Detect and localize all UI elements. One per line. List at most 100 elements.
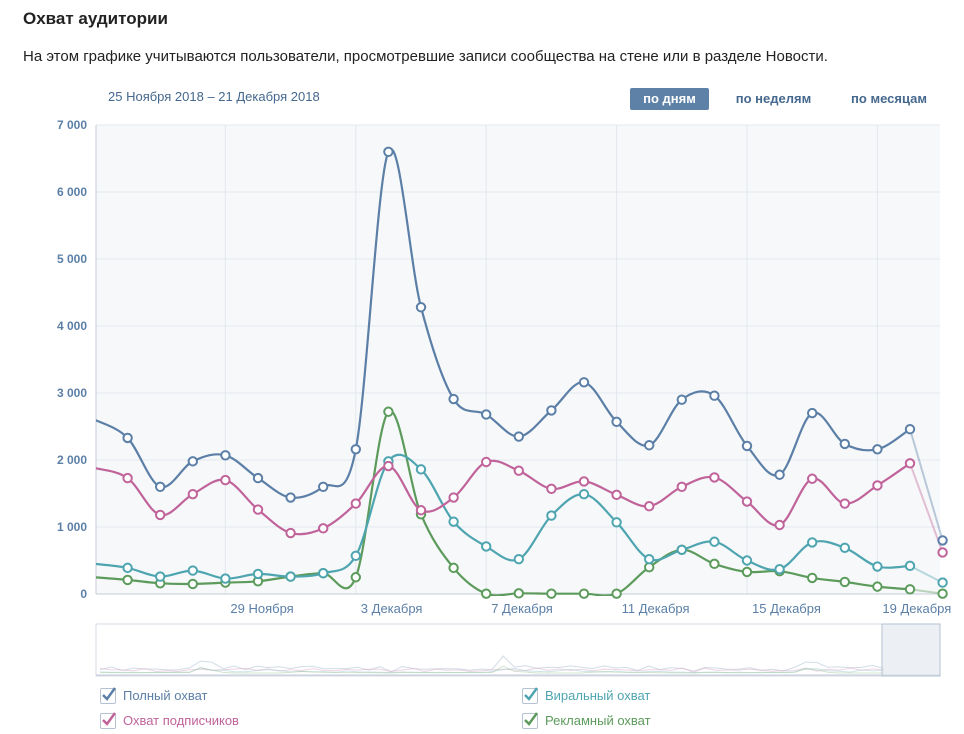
navigator [95,623,941,677]
data-point [611,588,622,599]
data-point [904,560,916,572]
data-point [839,542,850,553]
y-tick-label: 7 000 [57,118,87,132]
data-point [611,489,622,501]
y-tick-label: 1 000 [57,520,87,534]
data-point [546,588,557,599]
data-point [709,390,720,401]
data-point [448,562,459,574]
data-point [774,469,785,480]
data-point [676,544,687,555]
checkbox-subscribers[interactable] [100,712,117,729]
data-point [122,574,133,586]
data-point [839,438,850,450]
data-point [546,483,557,495]
chart-description: На этом графике учитываются пользователи… [23,48,828,65]
series-line [96,148,911,499]
data-point [448,516,459,527]
series-line-projection [909,463,944,553]
data-point [122,472,133,484]
data-point [741,566,753,578]
data-point [513,465,524,476]
data-point [481,456,492,468]
y-tick-label: 2 000 [57,453,87,467]
data-point [872,444,883,455]
data-point [415,505,427,516]
data-point [839,576,850,588]
x-tick-label: 3 Декабря [361,601,423,616]
data-point [513,588,524,599]
data-point [252,568,264,580]
data-point [937,547,948,558]
data-point [155,509,166,521]
plot-area [96,125,940,594]
data-point [318,523,329,534]
data-point [415,464,427,475]
data-point [155,571,166,582]
data-point [481,588,492,599]
data-point [839,498,850,509]
checkbox-viral[interactable] [522,687,539,704]
series-0 [96,148,944,541]
data-point [187,578,199,590]
data-point [807,537,818,548]
data-point [578,588,590,599]
data-point [774,519,785,531]
data-point [448,393,459,405]
data-point [285,527,296,539]
data-point [383,146,394,157]
data-point [220,450,231,461]
data-point [155,481,166,492]
data-point [546,510,557,521]
data-point [676,394,687,405]
data-point [448,492,459,503]
data-point [350,444,361,455]
data-point [383,460,394,472]
data-point [578,476,590,487]
data-point [578,488,590,500]
data-point [644,501,655,512]
navigator-line [99,665,884,674]
y-tick-label: 6 000 [57,185,87,199]
tab-by-weeks[interactable]: по неделям [735,91,812,106]
y-tick-label: 0 [80,587,87,601]
data-point [350,498,361,509]
data-point [415,302,427,313]
data-point [676,481,687,492]
data-point [252,504,264,515]
data-point [578,377,590,388]
data-point [611,416,622,428]
data-point [220,573,231,584]
data-point [318,568,329,579]
data-point [709,472,720,483]
x-tick-label: 19 Декабря [882,601,951,616]
data-point [644,440,655,451]
legend-label-subscribers: Охват подписчиков [123,713,239,728]
data-point [937,577,948,588]
data-point [872,480,883,491]
data-point [644,553,655,565]
data-point [904,458,916,469]
navigator-line [99,667,885,673]
checkbox-ads[interactable] [522,712,539,729]
x-tick-label: 15 Декабря [752,601,821,616]
x-tick-label: 11 Декабря [622,601,690,616]
checkbox-total[interactable] [100,687,117,704]
tab-by-days[interactable]: по дням [630,88,709,110]
series-line-projection [909,428,944,541]
data-point [741,440,753,452]
data-point [350,572,361,583]
data-point [187,456,199,467]
data-point [220,474,231,486]
data-point [318,481,329,492]
data-point [285,492,296,503]
data-point [872,581,883,592]
data-point [741,496,753,507]
data-point [807,572,818,584]
data-point [481,541,492,552]
tab-by-months[interactable]: по месяцам [851,91,927,106]
data-point [774,564,785,575]
date-range[interactable]: 25 Ноября 2018 – 21 Декабря 2018 [108,89,320,104]
page-title: Охват аудитории [23,9,168,28]
data-point [187,488,199,500]
